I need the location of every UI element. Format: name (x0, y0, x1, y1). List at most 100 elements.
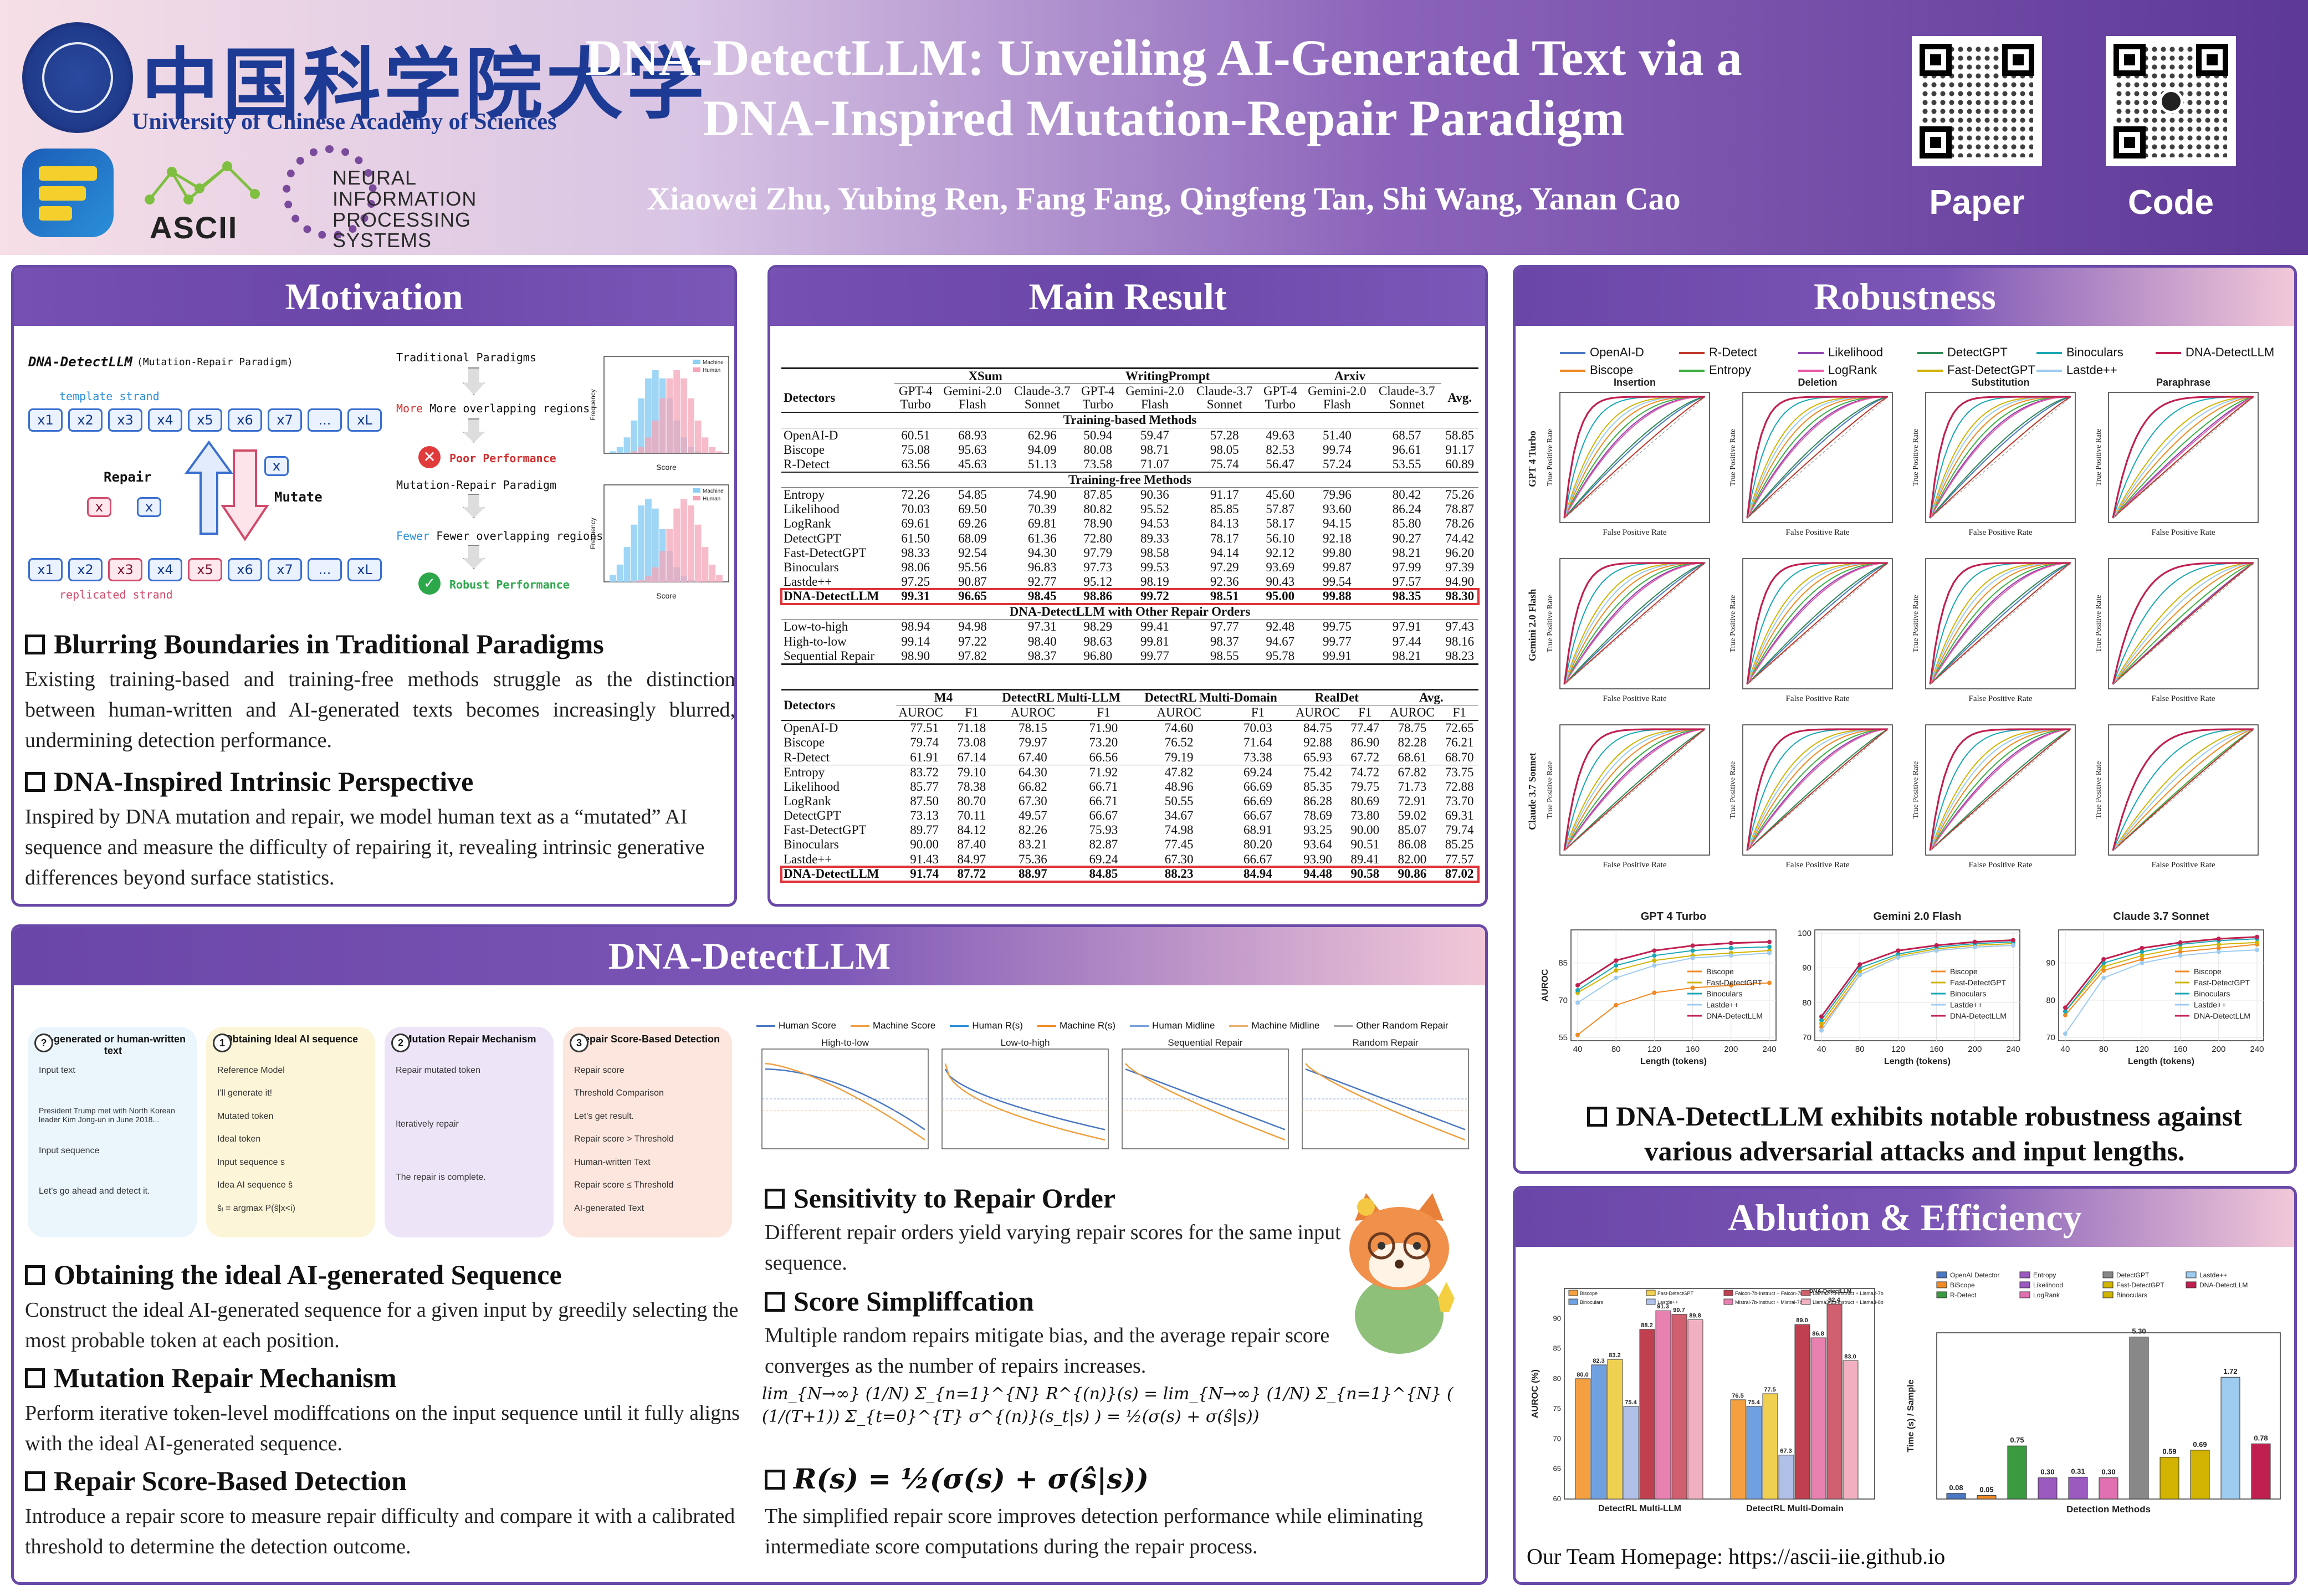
ablation-bar (1639, 1329, 1655, 1500)
length-point (1690, 955, 1695, 960)
roc-curve (1564, 562, 1706, 685)
robustness-conclusion: DNA-DetectLLM exhibits notable robustnes… (1546, 1099, 2283, 1168)
histogram-bar-human (709, 447, 716, 453)
length-legend-label: DNA-DetectLLM (1950, 1011, 2007, 1020)
figure-paradigm-sub: (Mutation-Repair Paradigm) (137, 356, 293, 368)
legend-swatch (1568, 1298, 1578, 1305)
roc-curve (1747, 729, 1889, 851)
histogram-bar-human (638, 447, 645, 453)
ablation-bar (1655, 1310, 1671, 1500)
roc-ylabel: True Positive Rate (2095, 761, 2103, 819)
histogram-bar-human (666, 529, 673, 582)
token-box: x4 (148, 408, 182, 432)
pipeline-step-text: Repair score > Threshold (574, 1134, 674, 1144)
team-homepage[interactable]: Our Team Homepage: https://ascii-iie.git… (1527, 1544, 1946, 1569)
bar-value-label: 86.8 (1812, 1331, 1824, 1337)
table-group-header: Avg. (1384, 689, 1478, 706)
mutate-label: Mutate (274, 489, 323, 505)
pipeline-step-text: Ideal token (217, 1134, 261, 1144)
length-point (1575, 983, 1580, 988)
roc-curve (1930, 562, 2071, 685)
table-group-header: Arxiv (1258, 368, 1441, 385)
ideal-sequence-title: Obtaining the ideal AI-generated Sequenc… (25, 1259, 562, 1291)
length-series-line (2065, 949, 2258, 1034)
x-tick-label: 200 (1724, 1045, 1738, 1054)
legend-item: DNA-DetectLLM (2156, 345, 2274, 360)
token-box: x (87, 497, 111, 517)
table-column-header: AUROC (1390, 705, 1435, 720)
roc-diagonal (2112, 729, 2254, 851)
pipeline-step-text: Input sequence (39, 1146, 100, 1155)
length-xlabel: Length (tokens) (1640, 1057, 1707, 1066)
token-box: ... (308, 408, 342, 432)
histogram-legend-human: Human (703, 496, 720, 502)
token-box: xL (347, 408, 382, 432)
legend-item: Human Score (756, 1020, 836, 1031)
repair-order-plot-title: Random Repair (1352, 1038, 1418, 1048)
roc-diagonal (2112, 396, 2254, 519)
histogram-bar-machine (623, 547, 631, 582)
bar-value-label: 0.69 (2193, 1440, 2207, 1449)
table-row: Binoculars 90.00 87.40 83.21 82.87 77.45 80.20… (784, 837, 1474, 852)
dna-perspective-title: DNA-Inspired Intrinsic Perspective (25, 765, 473, 797)
histogram-bar-human (652, 420, 659, 453)
pipeline-step-text: I'll generate it! (217, 1088, 273, 1098)
pipeline-step-text: Repair score ≤ Threshold (574, 1180, 674, 1190)
length-point (2255, 940, 2259, 945)
pipeline-step-card: Mutation Repair Mechanism 2 Repair mutated… (385, 1027, 554, 1237)
lab-logo (22, 149, 114, 237)
length-point (2255, 934, 2259, 939)
roc-curve (1930, 562, 2071, 685)
roc-curve (1747, 562, 1889, 685)
x-tick-label: 80 (2099, 1045, 2109, 1054)
roc-column-title: Substitution (1972, 377, 2030, 388)
simplified-score-text: The simplified repair score improves det… (765, 1505, 1424, 1559)
pipeline-step-text: Repair score (574, 1066, 625, 1075)
table-group-header: WritingPrompt (1076, 368, 1259, 385)
main-table-1-wrap: XSum WritingPrompt Arxiv Detectors GPT-4 Turb… (780, 367, 1480, 666)
y-tick-label: 65 (1553, 1465, 1561, 1473)
roc-diagonal (2112, 562, 2254, 685)
length-point (1819, 1028, 1824, 1033)
down-arrow-icon (463, 367, 485, 395)
length-legend-label: DNA-DetectLLM (2194, 1011, 2250, 1020)
length-point (2101, 968, 2106, 973)
bar-value-label: 89.0 (1796, 1317, 1808, 1324)
roc-curve (1564, 396, 1706, 519)
histogram-mutation-repair: Machine Human Score Frequency (589, 484, 729, 600)
roc-row-label: Gemini 2.0 Flash (1527, 589, 1538, 662)
human-score-line (1305, 1068, 1466, 1130)
pipeline-step-text: Iteratively repair (396, 1119, 459, 1129)
length-series-line (1820, 939, 2014, 1017)
paradigm-comparison-figure: Traditional Paradigms More More overlapp… (396, 351, 734, 601)
pipeline-step-title: AI-generated or human-written text (40, 1034, 186, 1056)
bar-value-label: 5.30 (2132, 1327, 2146, 1336)
paper-qr-code[interactable] (1912, 36, 2042, 166)
length-point (2178, 953, 2183, 958)
roc-curve (1930, 562, 2071, 685)
code-qr-code[interactable] (2106, 36, 2236, 166)
bar-value-label: 0.30 (2040, 1468, 2054, 1476)
roc-diagonal (1747, 562, 1889, 685)
histogram-bar-human (709, 564, 716, 582)
table-column-header: AUROC (898, 705, 943, 720)
length-legend-label: Biscope (2194, 967, 2222, 976)
roc-curve (2112, 729, 2254, 851)
table-column-header: Claude-3.7 Sonnet (1378, 384, 1435, 412)
length-point (2216, 949, 2221, 954)
poster-header: 中国科学院大学 University of Chinese Academy of… (0, 0, 2308, 255)
bar-value-label: 75.4 (1625, 1399, 1637, 1406)
table-row: R-Detect 61.91 67.14 67.40 66.56 79.19 73.38 65… (784, 750, 1474, 764)
ablation-legend-label: Mistral-7b-Instruct + Mistral-7b (1735, 1300, 1803, 1305)
bar-value-label: 80.0 (1577, 1372, 1588, 1378)
roc-curve (1929, 562, 2071, 685)
length-point (1767, 950, 1772, 955)
legend-swatch (693, 496, 700, 500)
length-point (1728, 940, 1733, 945)
x-tick-label: 160 (1930, 1045, 1943, 1054)
bar-value-label: 76.5 (1732, 1393, 1743, 1399)
main-table-2-wrap: Detectors M4 DetectRL Multi-LLM DetectRL Mu… (780, 689, 1480, 884)
histogram-bar-machine (652, 370, 659, 453)
table-column-header: F1 (965, 705, 979, 720)
